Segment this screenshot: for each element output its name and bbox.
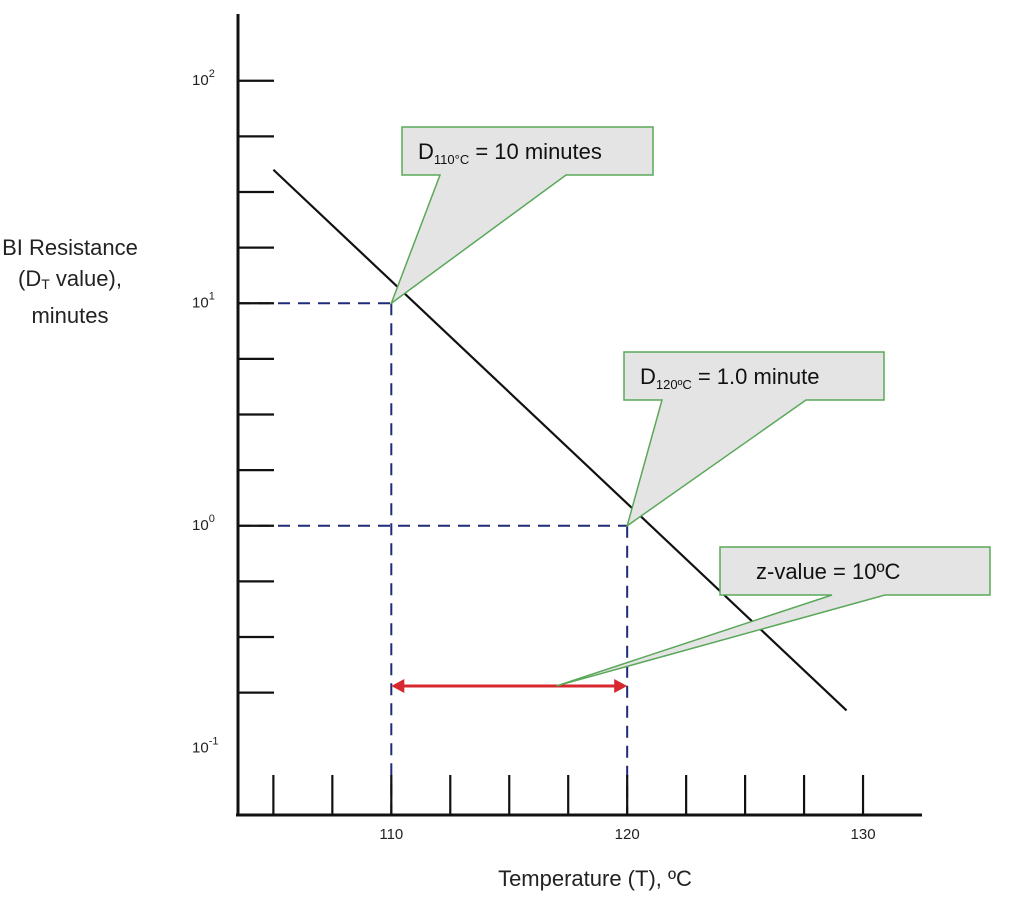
y-tick-label: 10-1 xyxy=(192,735,218,756)
series-line xyxy=(272,168,848,712)
z-span-arrowhead-left xyxy=(391,678,405,693)
y-tick-label: 102 xyxy=(192,68,215,89)
callout-z xyxy=(556,546,991,687)
callout-d110-text: D110°C = 10 minutes xyxy=(418,139,602,167)
y-axis-label-line1: BI Resistance xyxy=(2,235,138,260)
callout-d120-text: D120ºC = 1.0 minute xyxy=(640,364,820,392)
y-tick-label: 100 xyxy=(192,513,215,534)
callout-d110 xyxy=(389,126,654,306)
callout-d120 xyxy=(623,351,885,528)
y-axis-label-line3: minutes xyxy=(31,303,109,328)
z-span-arrowhead-right xyxy=(614,678,628,693)
x-tick-label: 130 xyxy=(851,826,876,843)
x-tick-label: 120 xyxy=(615,826,640,843)
y-axis-label: BI Resistance (DT value), minutes xyxy=(0,232,140,331)
x-tick-label: 110 xyxy=(379,826,403,843)
y-tick-label: 101 xyxy=(192,290,215,311)
y-axis-label-line2: (DT value), xyxy=(18,266,122,292)
callout-z-text: z-value = 10ºC xyxy=(756,559,900,584)
x-axis-label: Temperature (T), ºC xyxy=(498,866,692,891)
